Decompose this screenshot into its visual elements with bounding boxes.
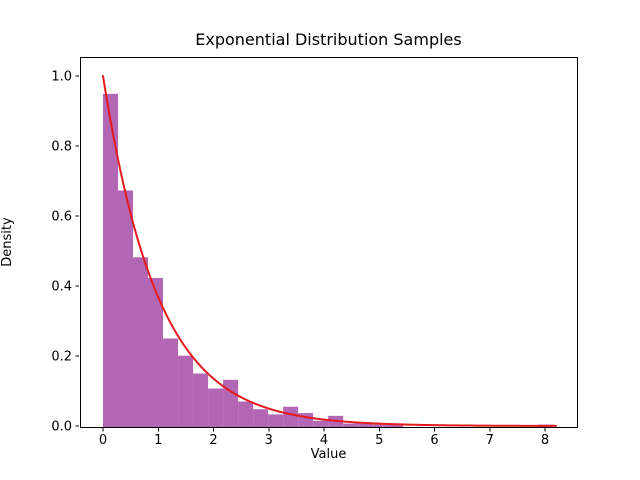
histogram-bar [388, 424, 404, 427]
histogram-bar [373, 424, 389, 427]
histogram-bar [208, 388, 224, 427]
axes-box [80, 57, 578, 428]
histogram-bar [193, 373, 209, 427]
y-tick-label: 0.0 [51, 420, 72, 435]
x-axis-label: Value [310, 447, 347, 462]
x-tick-label: 0 [99, 433, 107, 448]
histogram-bar [238, 401, 254, 427]
histogram-bar [283, 406, 299, 427]
histogram-bar [268, 414, 284, 427]
y-tick-label: 0.4 [51, 280, 72, 295]
histogram-bars [103, 93, 554, 427]
x-tick-label: 5 [375, 433, 383, 448]
y-ticks: 0.0 0.2 0.4 0.6 0.8 1.0 [51, 70, 79, 435]
histogram-bar [133, 257, 149, 427]
y-tick-label: 0.8 [51, 140, 72, 155]
axes-spines [80, 57, 578, 428]
x-tick-label: 8 [541, 433, 549, 448]
histogram-bar [223, 379, 239, 427]
x-tick-label: 7 [486, 433, 494, 448]
histogram-bar [178, 355, 194, 427]
histogram-bar [358, 423, 374, 427]
y-tick-label: 0.2 [51, 350, 72, 365]
histogram-bar [253, 409, 269, 427]
y-tick-label: 1.0 [51, 70, 72, 85]
x-ticks: 0 1 2 3 4 5 6 7 8 [99, 428, 549, 448]
pdf-curve-line [102, 75, 558, 427]
x-tick-label: 2 [209, 433, 217, 448]
histogram-bar [118, 190, 134, 427]
x-tick-label: 1 [154, 433, 162, 448]
histogram-bar [298, 413, 314, 427]
histogram-bar [313, 420, 329, 427]
pdf-curve [102, 75, 558, 427]
x-tick-label: 4 [320, 433, 328, 448]
histogram-bar [103, 93, 119, 427]
y-axis-label: Density [0, 217, 15, 267]
histogram-bar [343, 423, 359, 427]
x-tick-label: 3 [265, 433, 273, 448]
chart-title: Exponential Distribution Samples [195, 30, 462, 49]
histogram-bar [163, 338, 179, 427]
y-tick-label: 0.6 [51, 210, 72, 225]
x-tick-label: 6 [430, 433, 438, 448]
histogram-bar [148, 277, 164, 427]
